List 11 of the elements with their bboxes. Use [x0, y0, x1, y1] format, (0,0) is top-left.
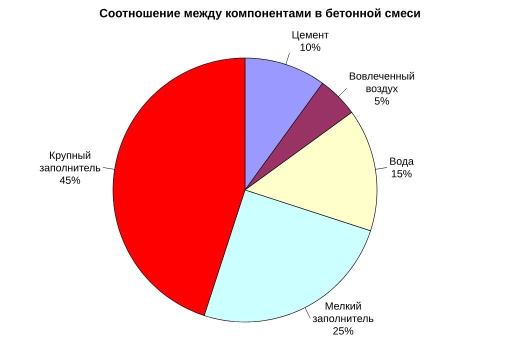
- slice-label: Мелкий заполнитель: [312, 302, 374, 322]
- data-label: 15%: [392, 170, 412, 178]
- slice-label: Цемент: [292, 31, 329, 40]
- slice-label: Вовлеченный воздух: [350, 72, 414, 94]
- slice-label: Крупный заполнитель: [40, 151, 100, 172]
- slice-label: Вода: [390, 158, 414, 167]
- chart-title: Соотношение между компонентами в бетонной смеси: [100, 8, 420, 20]
- data-label: 25%: [333, 327, 354, 335]
- data-label: 45%: [60, 176, 80, 184]
- data-label: 10%: [300, 44, 320, 51]
- data-label: 5%: [374, 97, 390, 105]
